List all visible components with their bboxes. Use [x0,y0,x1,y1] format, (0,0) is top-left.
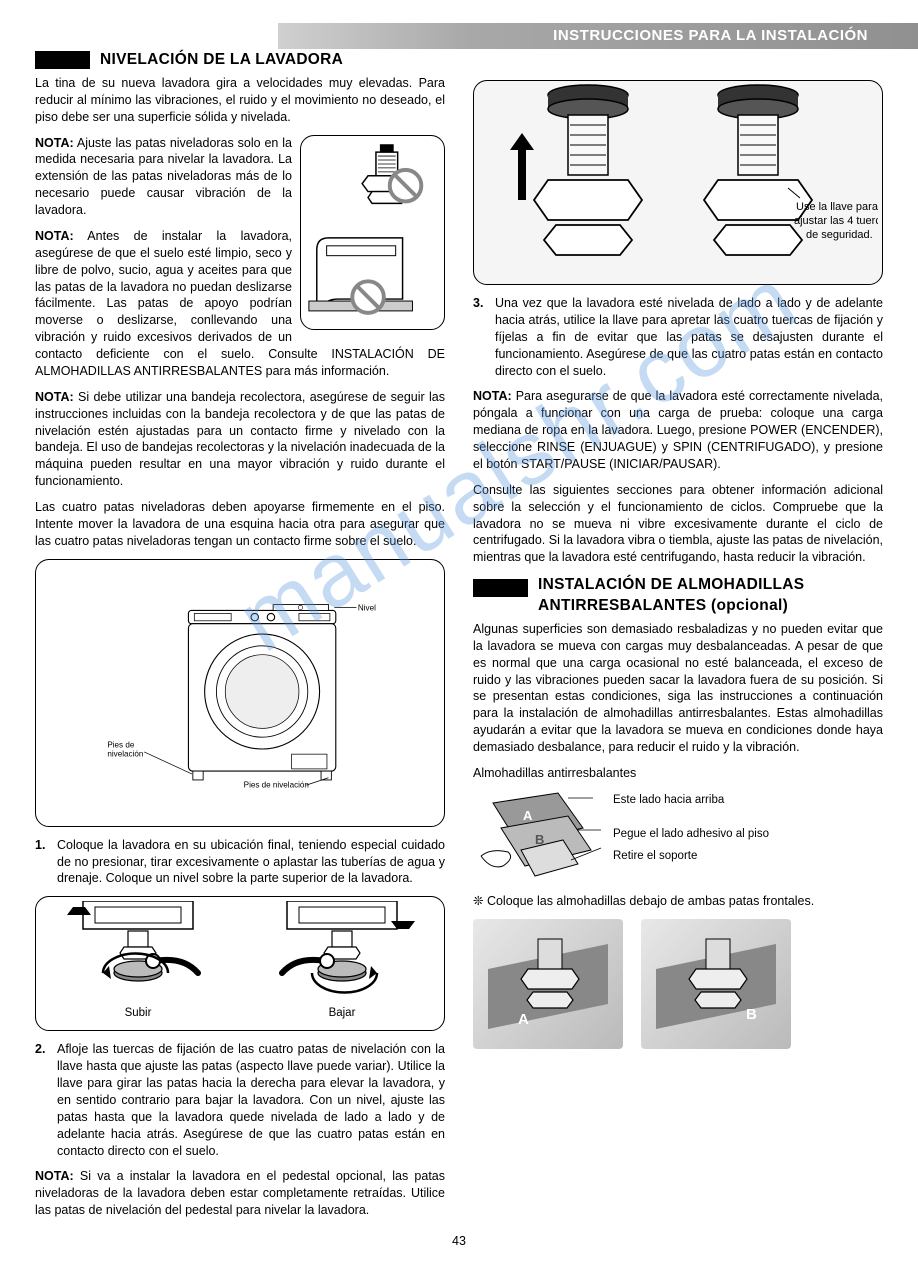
pads-subtitle: Almohadillas antirresbalantes [473,765,883,782]
para-consulte: Consulte las siguientes secciones para o… [473,482,883,566]
svg-text:ajustar las 4 tuercas: ajustar las 4 tuercas [794,215,878,227]
nota-4: NOTA: Si va a instalar la lavadora en el… [35,1168,445,1219]
nota3-text: Si debe utilizar una bandeja recolectora… [35,390,445,488]
step1-num: 1. [35,837,57,888]
figure-pads-labels: A B Este lado hacia arriba Pegue el lado… [473,788,883,883]
left-column: NIVELACIÓN DE LA LAVADORA La tina de su … [35,50,445,1228]
step3-text: Una vez que la lavadora esté nivelada de… [495,295,883,379]
nota1-label: NOTA: [35,136,74,150]
nota-a: NOTA: Para asegurarse de que la lavadora… [473,388,883,472]
pad-labels: Este lado hacia arriba Pegue el lado adh… [613,788,769,868]
notaA-text: Para asegurarse de que la lavadora esté … [473,389,883,471]
svg-text:A: A [523,808,533,823]
pad-lbl2: Pegue el lado adhesivo al piso [613,824,769,846]
step2-num: 2. [35,1041,57,1159]
bajar-svg [257,901,427,1006]
para-almohadillas: Algunas superficies son demasiado resbal… [473,621,883,756]
para-patas: Las cuatro patas niveladoras deben apoya… [35,499,445,550]
svg-text:Pies de nivelación: Pies de nivelación [244,780,309,789]
svg-text:Pies de: Pies de [107,740,134,749]
nota2-label: NOTA: [35,229,74,243]
title-nivelacion: NIVELACIÓN DE LA LAVADORA [100,50,343,71]
step3-num: 3. [473,295,495,379]
step-3: 3. Una vez que la lavadora esté nivelada… [473,295,883,379]
prohibited-svg [301,135,444,330]
asterisk-note: ❊ Coloque las almohadillas debajo de amb… [473,893,883,910]
svg-text:nivelación: nivelación [107,749,143,758]
svg-text:Use la llave para: Use la llave para [796,201,878,213]
para-intro: La tina de su nueva lavadora gira a velo… [35,75,445,126]
header-text: INSTRUCCIONES PARA LA INSTALACIÓN [553,26,868,46]
pad-lbl3: Retire el soporte [613,846,769,868]
step1-text: Coloque la lavadora en su ubicación fina… [57,837,445,888]
nota4-text: Si va a instalar la lavadora en el pedes… [35,1169,445,1217]
figure-adjust: Subir Baj [35,896,445,1031]
step-1: 1. Coloque la lavadora en su ubicación f… [35,837,445,888]
footpad-b: B [641,919,791,1049]
step2-text: Afloje las tuercas de fijación de las cu… [57,1041,445,1159]
label-subir: Subir [125,1006,152,1022]
nota1-text: Ajuste las patas niveladoras solo en la … [35,136,292,218]
section-title-2: INSTALACIÓN DE ALMOHADILLAS ANTIRRESBALA… [473,575,883,617]
svg-text:A: A [518,1011,529,1028]
pad-lbl1: Este lado hacia arriba [613,790,769,812]
nota4-label: NOTA: [35,1169,74,1183]
callout-nivel: Nivel [358,603,376,612]
pad-drawing: A B [473,788,603,883]
section-marker-2 [473,579,528,597]
figure-footpads: A B [473,919,883,1049]
section-title-1: NIVELACIÓN DE LA LAVADORA [35,50,445,71]
header-bar: INSTRUCCIONES PARA LA INSTALACIÓN [278,23,918,49]
title2-line1: INSTALACIÓN DE ALMOHADILLAS [538,576,804,593]
label-bajar: Bajar [329,1006,356,1022]
figure-washer: Nivel Pies de nivelación Pies de nivelac… [35,559,445,827]
washer-svg: Nivel Pies de nivelación Pies de nivelac… [100,568,380,818]
right-column: Use la llave para ajustar las 4 tuercas … [473,50,883,1228]
nota3-label: NOTA: [35,390,74,404]
bolt-svg: Use la llave para ajustar las 4 tuercas … [478,80,878,285]
section-marker [35,51,90,69]
notaA-label: NOTA: [473,389,512,403]
svg-text:B: B [746,1006,757,1023]
step-2: 2. Afloje las tuercas de fijación de las… [35,1041,445,1159]
title-almohadillas: INSTALACIÓN DE ALMOHADILLAS ANTIRRESBALA… [538,575,804,617]
figure-prohibited [300,135,445,330]
svg-text:de seguridad.: de seguridad. [806,229,873,241]
subir-svg [53,901,223,1006]
figure-bolt: Use la llave para ajustar las 4 tuercas … [473,80,883,285]
nota-3: NOTA: Si debe utilizar una bandeja recol… [35,389,445,490]
footpad-a: A [473,919,623,1049]
page-number: 43 [35,1233,883,1250]
title2-line2: ANTIRRESBALANTES (opcional) [538,597,788,614]
